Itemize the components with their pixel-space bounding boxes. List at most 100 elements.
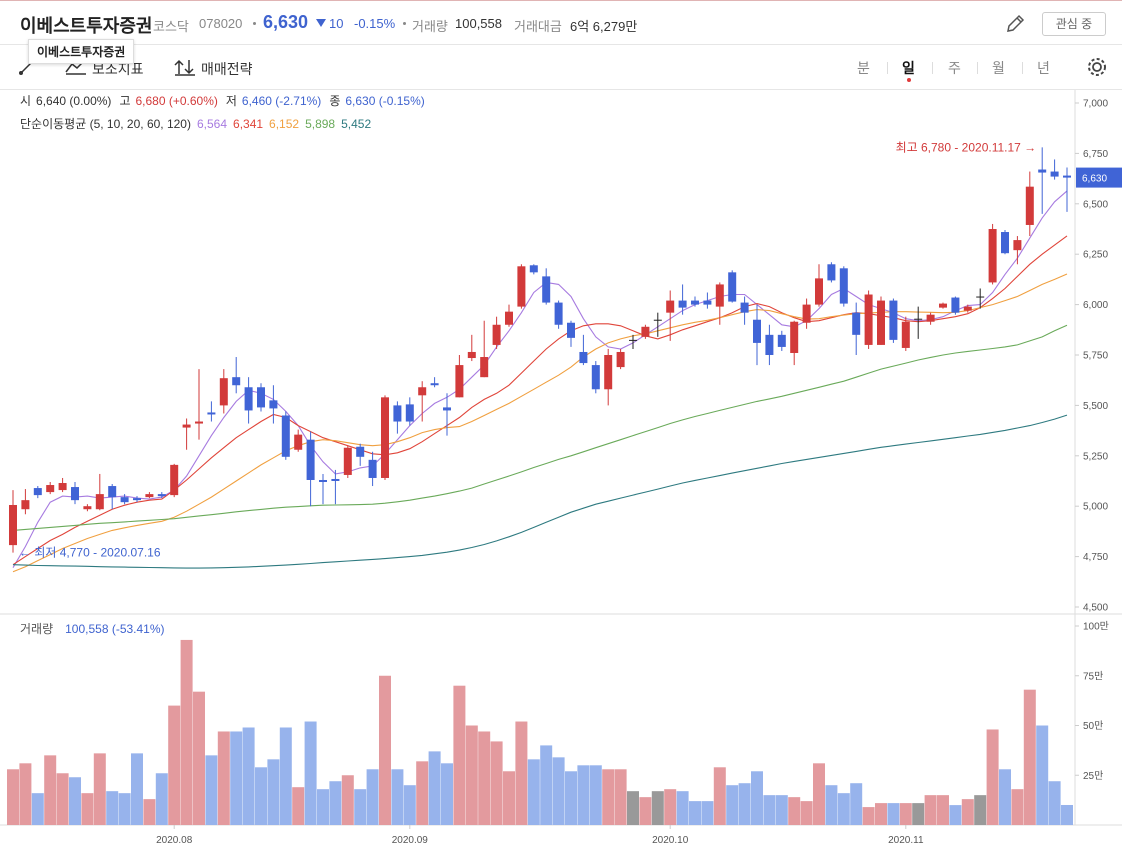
strategy-icon[interactable] bbox=[173, 58, 197, 76]
volume-tick-label: 25만 bbox=[1083, 770, 1103, 782]
y-tick-label: 6,750 bbox=[1083, 149, 1108, 160]
candle-body bbox=[95, 494, 104, 510]
volume-bar bbox=[354, 789, 367, 825]
volume-bar bbox=[689, 801, 701, 825]
y-tick-label: 5,250 bbox=[1083, 451, 1108, 462]
volume-bar bbox=[317, 789, 329, 825]
change-pct: -0.15% bbox=[354, 16, 396, 31]
candle-body bbox=[852, 312, 861, 335]
low-annotation: ← 최저 4,770 - 2020.07.16 bbox=[19, 546, 161, 560]
ohlc-label: 종 bbox=[329, 94, 340, 108]
period-tab[interactable]: 일 bbox=[902, 60, 915, 76]
edit-icon[interactable] bbox=[1005, 14, 1025, 34]
ma-legend-value: 6,152 bbox=[269, 117, 299, 131]
candle-body bbox=[1013, 240, 1022, 251]
volume-bar bbox=[800, 801, 813, 825]
volume-bar bbox=[813, 763, 825, 825]
y-tick-label: 5,500 bbox=[1083, 401, 1108, 412]
candle-body bbox=[678, 300, 687, 308]
candle-body bbox=[864, 294, 873, 345]
ma-info: 단순이동평균 (5, 10, 20, 60, 120) 6,564 6,341 6,1… bbox=[20, 117, 371, 131]
indicators-button[interactable]: 보조지표 bbox=[92, 61, 144, 77]
volume-bar bbox=[875, 803, 887, 825]
ohlc-label: 저 bbox=[226, 94, 237, 108]
volume-bar bbox=[676, 791, 689, 825]
volume-label: 거래량 bbox=[412, 19, 448, 34]
candle-body bbox=[443, 407, 451, 411]
candle-body bbox=[58, 483, 67, 491]
y-tick-label: 6,500 bbox=[1083, 199, 1108, 210]
y-tick-label: 6,250 bbox=[1083, 250, 1108, 261]
watch-button[interactable]: 관심 중 bbox=[1042, 12, 1106, 36]
volume-bar bbox=[81, 793, 94, 825]
volume-bar bbox=[155, 773, 168, 825]
candle-body bbox=[257, 387, 265, 408]
candle-body bbox=[244, 387, 253, 411]
period-tab[interactable]: 주 bbox=[948, 60, 961, 76]
volume-bar bbox=[899, 803, 912, 825]
volume-bar bbox=[961, 799, 974, 825]
volume-bar bbox=[999, 769, 1011, 825]
candle-body bbox=[343, 447, 352, 475]
candle-body bbox=[195, 421, 203, 424]
ohlc-value: 6,460 (-2.71%) bbox=[242, 94, 321, 108]
candle-body bbox=[430, 383, 439, 386]
volume-bar bbox=[19, 763, 32, 825]
candle-body bbox=[281, 415, 290, 457]
strategy-button[interactable]: 매매전략 bbox=[201, 61, 253, 77]
volume-bar bbox=[428, 751, 441, 825]
candle-body bbox=[480, 357, 489, 378]
price: 6,630 bbox=[263, 12, 309, 32]
volume-bar bbox=[726, 785, 739, 825]
volume-bar bbox=[862, 807, 875, 825]
high-annotation: 최고 6,780 - 2020.11.17 → bbox=[896, 140, 1037, 154]
stock-name: 이베스트투자증권 bbox=[20, 16, 153, 36]
candle-body bbox=[740, 302, 749, 313]
candle-body bbox=[901, 321, 910, 348]
volume-bar bbox=[552, 757, 565, 825]
candle-body bbox=[120, 497, 129, 503]
volume-bar bbox=[441, 763, 453, 825]
period-tab[interactable]: 년 bbox=[1037, 60, 1050, 76]
volume-bar bbox=[565, 771, 577, 825]
volume-bar bbox=[366, 769, 379, 825]
candle-body bbox=[753, 319, 761, 343]
candle-body bbox=[629, 339, 637, 341]
tab-separator bbox=[1021, 62, 1023, 74]
volume-bar bbox=[118, 793, 131, 825]
candle-body bbox=[455, 365, 464, 398]
candle-body bbox=[418, 387, 427, 396]
candle-body bbox=[790, 321, 799, 353]
candle-body bbox=[71, 487, 79, 501]
candle-body bbox=[939, 303, 947, 308]
settings-icon[interactable] bbox=[1086, 56, 1108, 78]
volume-bar bbox=[292, 787, 305, 825]
volume-bar bbox=[639, 797, 652, 825]
volume-bar bbox=[713, 767, 726, 825]
ma-legend-value: 6,341 bbox=[233, 117, 263, 131]
volume-bar bbox=[93, 753, 106, 825]
volume-bar bbox=[304, 721, 317, 825]
ohlc-value: 6,640 (0.00%) bbox=[36, 94, 111, 108]
indicator-icon[interactable] bbox=[64, 58, 88, 76]
candle-body bbox=[467, 351, 476, 359]
candle-body bbox=[976, 296, 985, 298]
period-tab[interactable]: 분 bbox=[857, 60, 870, 76]
candle-body bbox=[604, 355, 613, 390]
volume-bar bbox=[602, 769, 615, 825]
tab-separator bbox=[886, 62, 888, 74]
volume-bar bbox=[949, 805, 962, 825]
x-tick-label: 2020.08 bbox=[156, 835, 193, 846]
moving-average bbox=[12, 324, 1068, 531]
candle-body bbox=[269, 400, 278, 409]
volume-bar bbox=[242, 727, 255, 825]
candle-body bbox=[133, 498, 141, 501]
y-tick-label: 5,750 bbox=[1083, 351, 1108, 362]
candle-body bbox=[83, 506, 92, 510]
candle-body bbox=[170, 464, 179, 496]
period-tab[interactable]: 월 bbox=[992, 60, 1005, 76]
candle-body bbox=[1025, 186, 1034, 225]
volume-bar bbox=[44, 755, 57, 825]
